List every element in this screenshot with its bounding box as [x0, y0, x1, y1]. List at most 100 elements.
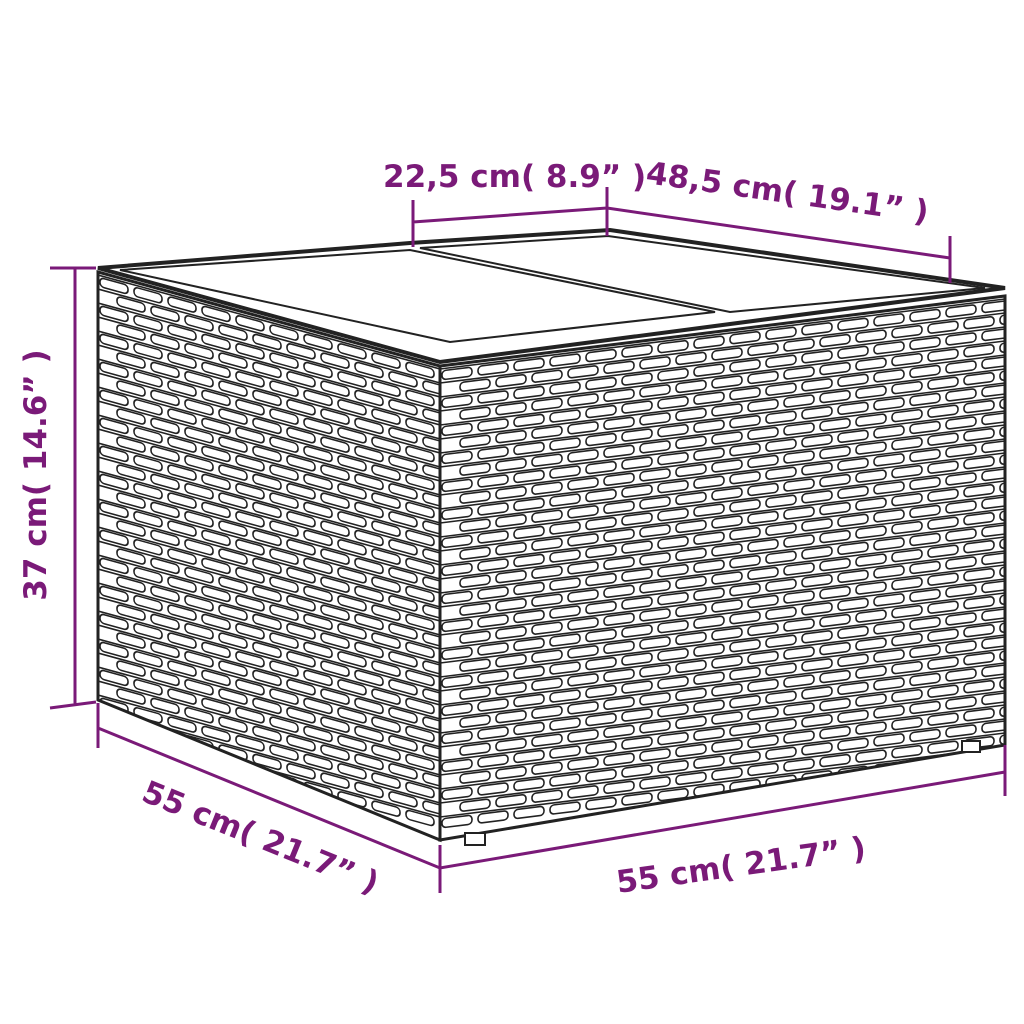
- weave-strand: [639, 524, 671, 538]
- weave-strand: [729, 639, 761, 653]
- weave-strand: [927, 600, 959, 614]
- weave-strand: [388, 623, 418, 640]
- weave-strand: [909, 672, 941, 687]
- weave-strand: [286, 567, 316, 584]
- weave-strand: [405, 641, 435, 659]
- weave-strand: [693, 643, 725, 657]
- weave-strand: [286, 763, 316, 780]
- weave-strand: [981, 719, 1005, 734]
- weave-strand: [909, 588, 941, 603]
- weave-row: [98, 358, 440, 454]
- weave-strand: [747, 342, 779, 357]
- weave-strand: [549, 661, 581, 675]
- weave-strand: [133, 287, 163, 304]
- weave-strand: [963, 484, 995, 498]
- weave-strand: [693, 699, 725, 713]
- weave-strand: [371, 436, 401, 453]
- weave-row: [98, 414, 440, 510]
- weave-strand: [819, 445, 851, 460]
- weave-strand: [819, 557, 851, 572]
- weave-strand: [783, 366, 815, 380]
- weave-strand: [747, 650, 779, 665]
- weave-strand: [286, 371, 316, 388]
- weave-strand: [354, 361, 384, 379]
- weave-strand: [729, 667, 761, 681]
- weave-strand: [873, 425, 905, 439]
- weave-strand: [765, 550, 797, 564]
- weave-strand: [201, 529, 231, 547]
- weave-strand: [269, 324, 299, 341]
- weave-strand: [783, 674, 815, 688]
- weave-strand: [459, 490, 491, 504]
- weave-strand: [303, 529, 333, 547]
- weave-strand: [693, 475, 725, 489]
- weave-strand: [585, 544, 617, 559]
- weave-strand: [422, 660, 440, 677]
- weave-strand: [963, 372, 995, 386]
- weave-strand: [621, 568, 653, 582]
- weave-strand: [184, 567, 214, 584]
- weave-strand: [286, 343, 316, 360]
- weave-strand: [711, 487, 743, 501]
- weave-strand: [873, 313, 905, 327]
- weave-strand: [371, 744, 401, 761]
- weave-strand: [549, 437, 581, 451]
- weave-strand: [116, 352, 146, 369]
- weave-strand: [388, 679, 418, 696]
- weave-strand: [235, 483, 265, 500]
- weave-strand: [549, 521, 581, 535]
- weave-row: [98, 680, 440, 776]
- weave-strand: [603, 500, 635, 515]
- weave-strand: [320, 436, 350, 453]
- weave-strand: [477, 362, 509, 376]
- weave-strand: [567, 393, 599, 407]
- weave-strand: [441, 618, 473, 633]
- weave-strand: [184, 371, 214, 388]
- weave-row: [98, 484, 440, 580]
- weave-strand: [711, 459, 743, 473]
- weave-row: [440, 382, 1005, 454]
- weave-strand: [150, 557, 180, 575]
- weave-strand: [675, 379, 707, 394]
- weave-strand: [167, 380, 197, 397]
- weave-strand: [693, 727, 725, 741]
- weave-row: [440, 606, 1005, 678]
- weave-strand: [235, 651, 265, 668]
- weave-strand: [99, 669, 129, 687]
- weave-strand: [639, 664, 671, 678]
- weave-strand: [909, 560, 941, 575]
- weave-strand: [388, 511, 418, 528]
- weave-strand: [422, 632, 440, 649]
- weave-strand: [99, 473, 129, 491]
- weave-strand: [549, 549, 581, 563]
- weave-strand: [354, 473, 384, 491]
- weave-strand: [459, 630, 491, 644]
- weave-strand: [711, 403, 743, 417]
- weave-strand: [675, 771, 707, 786]
- weave-row: [440, 340, 1005, 412]
- weave-strand: [269, 660, 299, 677]
- weave-strand: [657, 451, 689, 466]
- weave-strand: [459, 406, 491, 420]
- weave-strand: [303, 445, 333, 463]
- weave-strand: [495, 766, 527, 780]
- weave-strand: [639, 496, 671, 510]
- weave-strand: [711, 683, 743, 697]
- weave-strand: [99, 641, 129, 659]
- weave-strand: [320, 604, 350, 621]
- weave-row: [98, 344, 440, 440]
- weave-strand: [801, 378, 833, 392]
- weave-strand: [837, 569, 869, 584]
- weave-strand: [747, 510, 779, 525]
- weave-strand: [459, 574, 491, 588]
- weave-strand: [371, 548, 401, 565]
- weave-strand: [99, 613, 129, 631]
- weave-strand: [657, 535, 689, 550]
- weave-strand: [981, 439, 1005, 454]
- weave-strand: [218, 464, 248, 481]
- weave-strand: [783, 478, 815, 492]
- weave-strand: [927, 460, 959, 474]
- weave-strand: [981, 355, 1005, 370]
- weave-strand: [513, 441, 545, 456]
- weave-strand: [513, 553, 545, 568]
